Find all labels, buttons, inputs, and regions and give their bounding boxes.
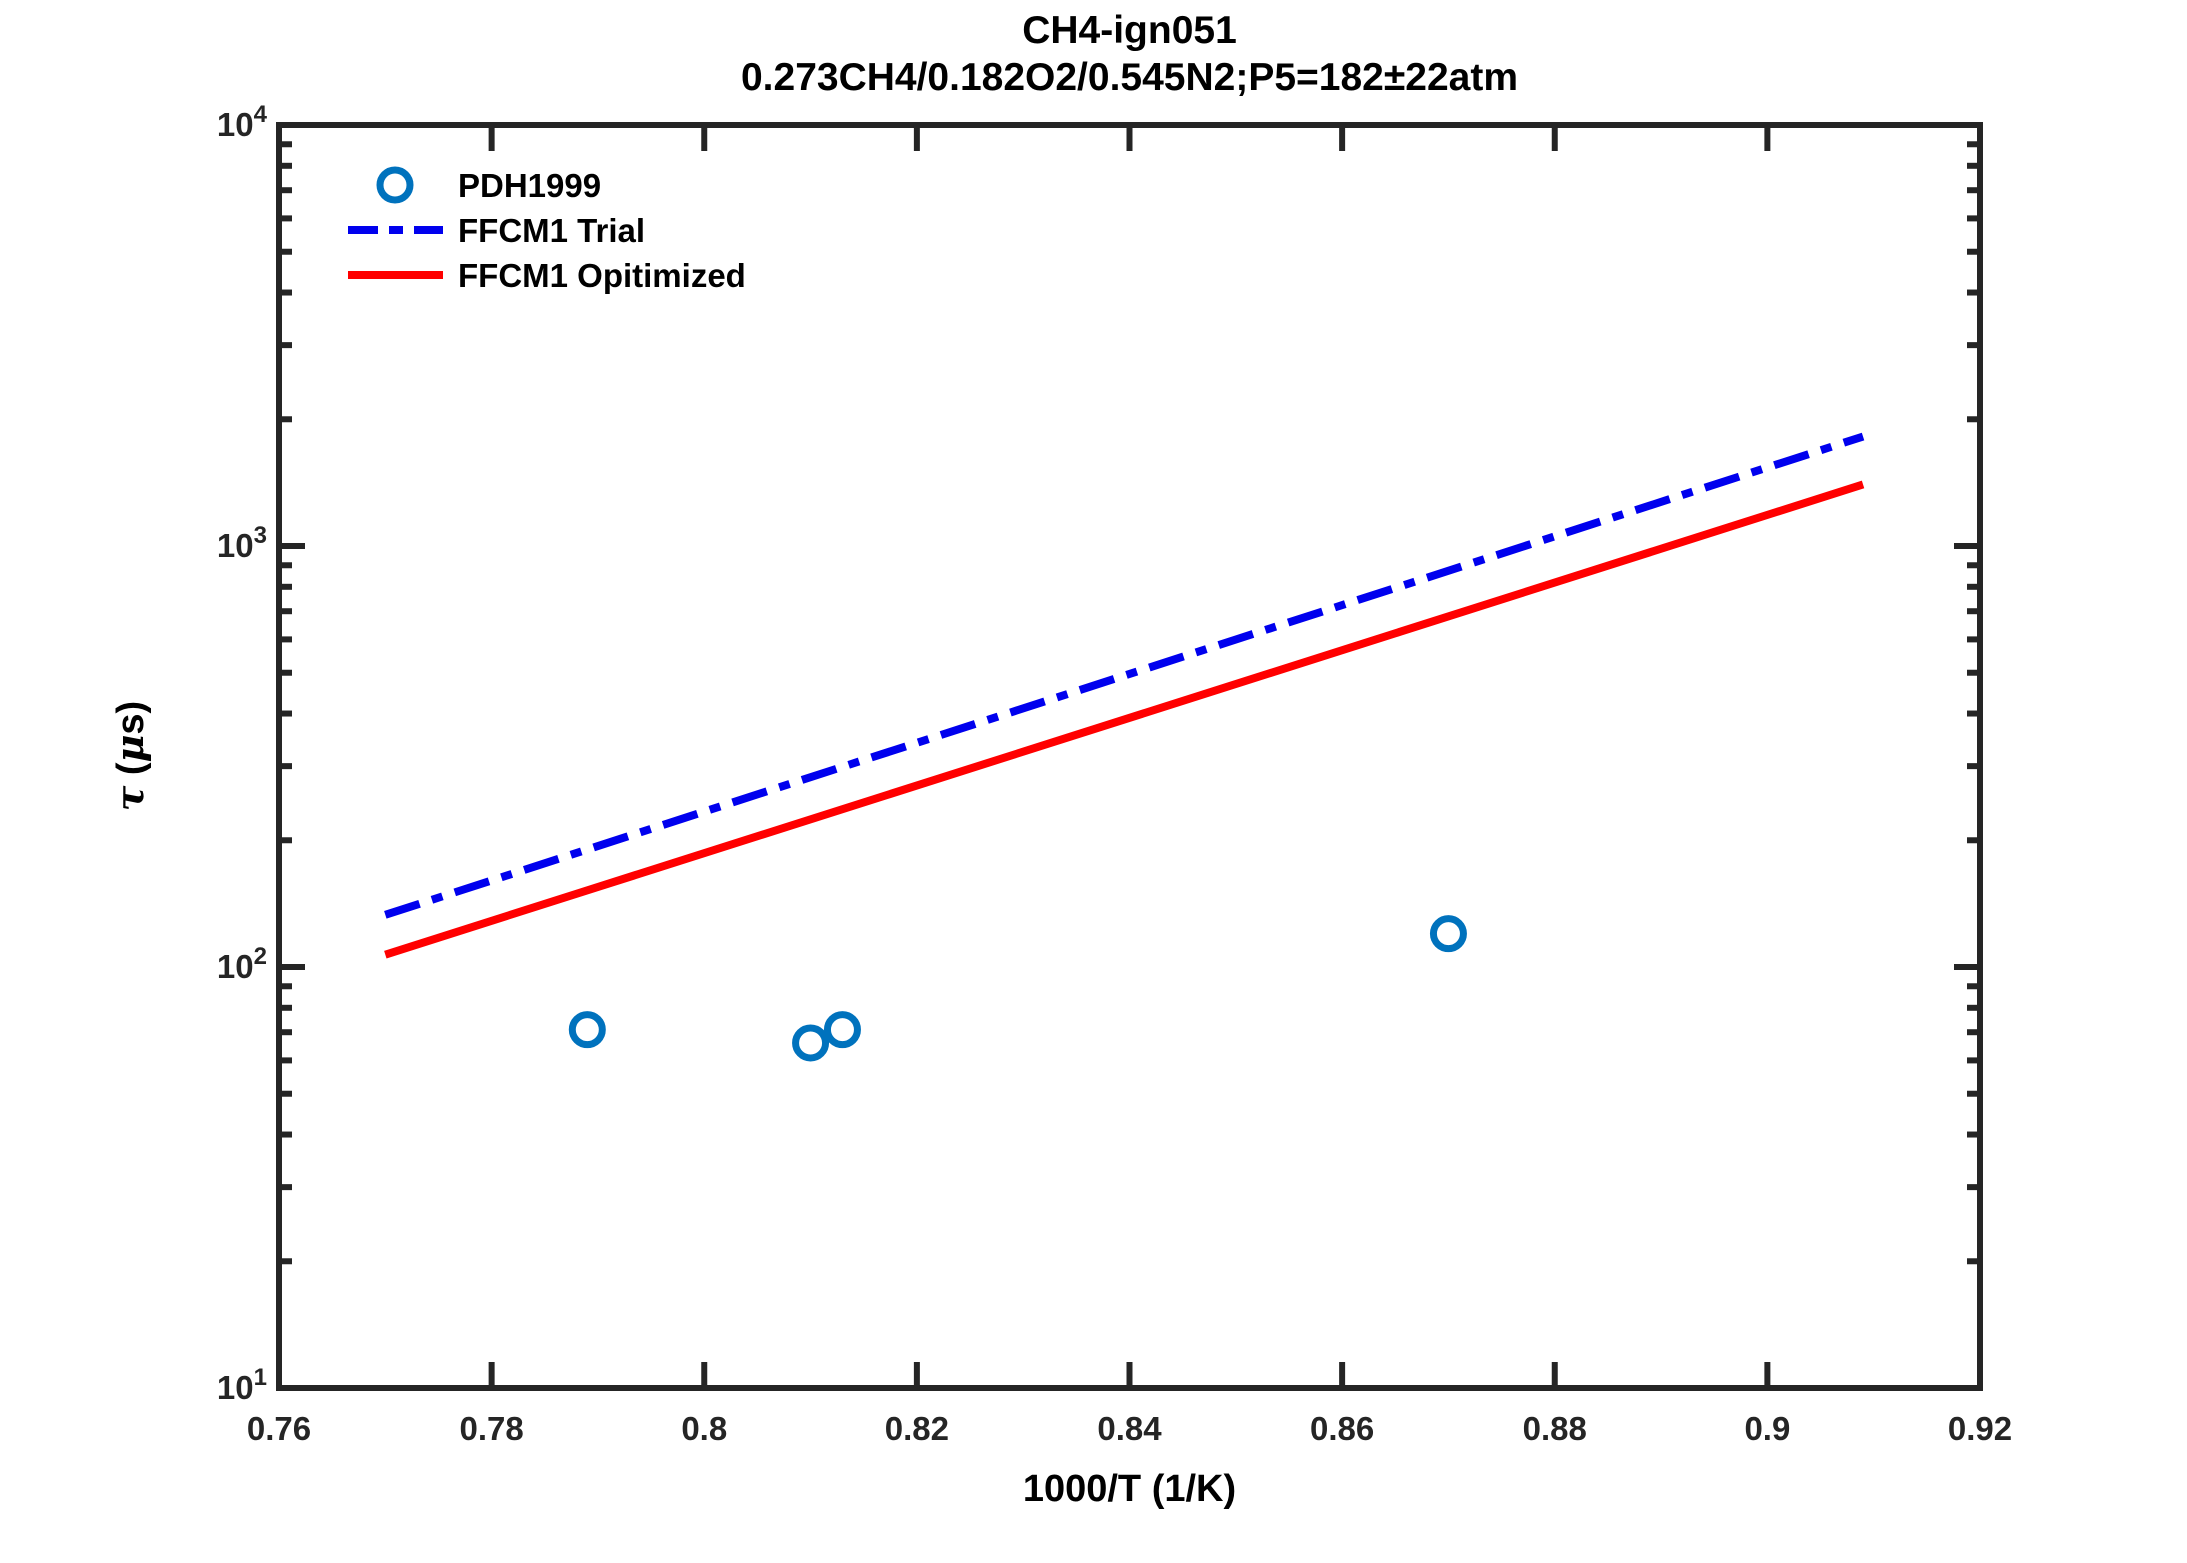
x-tick-label: 0.76 xyxy=(246,1410,312,1447)
legend-label: FFCM1 Trial xyxy=(458,211,646,249)
legend-item-ffcm1-trial: FFCM1 Trial xyxy=(348,208,746,253)
y-tick-label: 101 xyxy=(216,1364,267,1406)
data-point-pdh1999 xyxy=(792,1024,830,1062)
x-tick-label: 0.78 xyxy=(459,1410,524,1447)
legend-label: PDH1999 xyxy=(458,166,602,204)
x-axis-label: 1000/T (1/K) xyxy=(1022,1468,1237,1510)
x-tick-label: 0.92 xyxy=(1947,1410,2013,1447)
axes-frame xyxy=(276,122,1983,1391)
data-point-pdh1999 xyxy=(823,1011,861,1049)
legend-item-ffcm1-opitimized: FFCM1 Opitimized xyxy=(348,253,746,298)
y-axis-label: τ (μs) xyxy=(107,700,152,812)
x-tick-label: 0.9 xyxy=(1744,1410,1791,1447)
legend: PDH1999 FFCM1 Trial FFCM1 Opitimized xyxy=(348,163,746,298)
y-tick-label: 103 xyxy=(216,522,267,564)
x-tick-label: 0.86 xyxy=(1310,1410,1375,1447)
dash-dot-line-icon xyxy=(348,226,443,234)
x-tick-label: 0.84 xyxy=(1097,1410,1162,1447)
chart-title: CH4-ign051 xyxy=(1022,9,1237,52)
scatter-marker-icon xyxy=(376,166,414,204)
legend-label: FFCM1 Opitimized xyxy=(458,256,746,294)
chart-subtitle: 0.273CH4/0.182O2/0.545N2;P5=182±22atm xyxy=(740,56,1519,99)
y-tick-label: 102 xyxy=(216,943,267,985)
x-tick-label: 0.82 xyxy=(884,1410,949,1447)
x-tick-label: 0.88 xyxy=(1522,1410,1587,1447)
data-point-pdh1999 xyxy=(568,1011,606,1049)
solid-line-icon xyxy=(348,271,443,279)
data-point-pdh1999 xyxy=(1429,915,1467,953)
x-tick-label: 0.8 xyxy=(681,1410,728,1447)
y-tick-label: 104 xyxy=(216,101,267,143)
series-line-ffcm1-trial xyxy=(384,432,1865,919)
series-line-ffcm1-opitimized xyxy=(384,480,1865,959)
legend-item-pdh1999: PDH1999 xyxy=(348,163,746,208)
